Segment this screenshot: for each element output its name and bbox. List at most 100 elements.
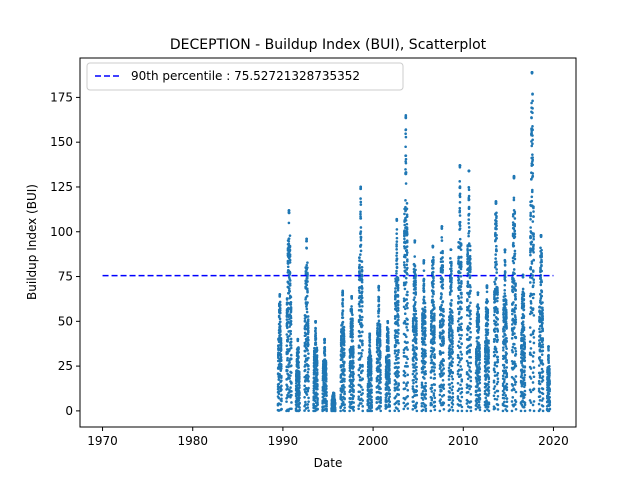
data-point <box>451 339 454 343</box>
data-point <box>460 379 464 383</box>
data-point <box>359 235 363 239</box>
data-point <box>370 401 373 404</box>
data-point <box>468 348 472 352</box>
data-point <box>305 294 309 298</box>
data-point <box>505 352 508 355</box>
data-point <box>316 398 319 402</box>
data-point <box>350 308 354 312</box>
data-point <box>306 377 310 381</box>
data-point <box>520 373 524 377</box>
data-point <box>358 390 362 394</box>
data-point <box>486 315 489 318</box>
data-point <box>396 303 400 307</box>
data-point <box>450 289 453 293</box>
data-point <box>496 317 499 321</box>
data-point <box>406 407 410 410</box>
data-point <box>438 393 442 397</box>
data-point <box>511 384 515 387</box>
data-point <box>395 254 398 257</box>
data-point <box>358 315 362 319</box>
data-point <box>460 261 463 264</box>
data-point <box>512 261 516 265</box>
data-point <box>415 401 419 405</box>
data-point <box>280 367 283 370</box>
data-point <box>466 282 470 285</box>
data-point <box>298 402 301 405</box>
data-point <box>530 71 534 74</box>
data-point <box>495 236 498 240</box>
data-point <box>396 335 399 338</box>
data-point <box>379 387 382 391</box>
data-point <box>423 310 427 314</box>
data-point <box>403 397 407 401</box>
data-point <box>441 369 444 372</box>
data-point <box>469 355 473 359</box>
data-point <box>388 362 391 366</box>
data-point <box>432 267 435 270</box>
data-point <box>414 341 418 345</box>
data-point <box>289 346 293 350</box>
data-point <box>405 335 408 339</box>
data-point <box>388 388 391 392</box>
data-point <box>492 379 496 383</box>
data-point <box>458 237 462 241</box>
data-point <box>477 325 481 329</box>
data-point <box>449 302 453 306</box>
data-point <box>288 279 292 282</box>
data-point <box>403 387 407 390</box>
data-point <box>287 221 291 225</box>
data-point <box>415 319 418 323</box>
data-point <box>514 292 517 296</box>
data-point <box>303 368 307 372</box>
data-point <box>368 344 372 348</box>
data-point <box>431 270 435 274</box>
data-point <box>485 336 488 340</box>
data-point <box>402 261 406 264</box>
data-point <box>432 259 435 262</box>
data-point <box>413 307 417 310</box>
data-point <box>513 326 516 329</box>
data-point <box>539 292 542 296</box>
data-point <box>422 259 426 262</box>
data-point <box>404 276 408 280</box>
data-point <box>403 312 407 316</box>
data-point <box>397 350 400 354</box>
data-point <box>495 364 499 368</box>
data-point <box>504 308 508 312</box>
data-point <box>279 342 283 345</box>
data-point <box>306 406 310 409</box>
data-point <box>287 239 291 243</box>
data-point <box>385 392 389 395</box>
data-point <box>450 405 454 409</box>
data-point <box>360 318 363 322</box>
data-point <box>413 264 417 267</box>
data-point <box>541 308 544 312</box>
data-point <box>361 315 364 319</box>
data-point <box>503 329 506 332</box>
data-point <box>403 333 407 337</box>
data-point <box>478 367 482 371</box>
data-point <box>430 403 434 406</box>
data-point <box>460 307 463 311</box>
data-point <box>342 333 346 337</box>
data-point <box>541 338 545 342</box>
data-point <box>415 358 418 361</box>
data-point <box>386 334 390 337</box>
data-point <box>460 405 464 409</box>
data-point <box>503 271 507 274</box>
data-point <box>405 228 409 231</box>
data-point <box>494 276 498 280</box>
data-point <box>340 398 344 402</box>
data-point <box>411 318 415 322</box>
data-point <box>388 372 391 376</box>
data-point <box>343 409 346 413</box>
data-point <box>530 195 534 199</box>
data-point <box>342 325 346 329</box>
data-point <box>396 278 400 281</box>
data-point <box>510 312 514 316</box>
data-point <box>538 395 542 398</box>
data-point <box>450 314 454 318</box>
data-point <box>513 403 517 406</box>
data-point <box>406 258 409 261</box>
data-point <box>387 347 390 351</box>
